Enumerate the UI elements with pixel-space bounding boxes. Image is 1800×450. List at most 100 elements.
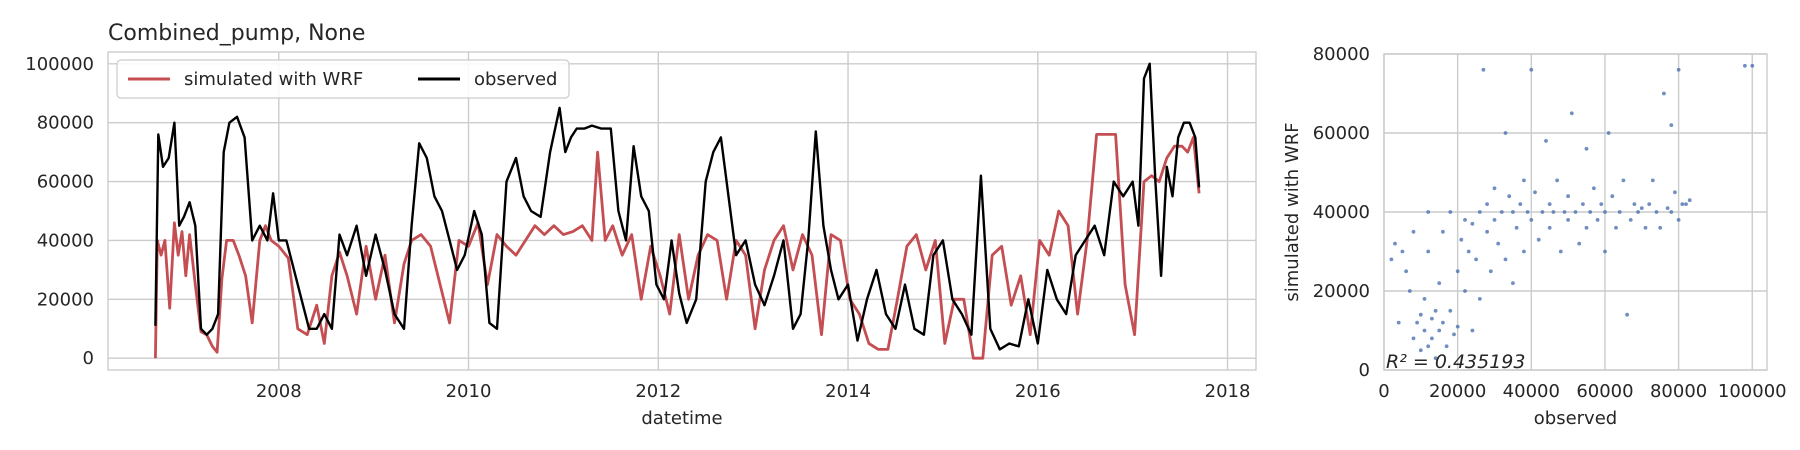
- scatter-point: [1503, 131, 1508, 135]
- scatter-point: [1437, 281, 1442, 285]
- scatter-point: [1599, 202, 1604, 207]
- scatter-point: [1669, 123, 1674, 127]
- legend-label-simulated: simulated with WRF: [184, 69, 363, 90]
- scatter-point: [1584, 146, 1589, 151]
- scatter-point: [1595, 218, 1600, 222]
- scatter-point: [1514, 225, 1519, 230]
- scatter-point: [1662, 91, 1666, 96]
- scatter-point: [1492, 186, 1497, 191]
- grid: [107, 51, 1257, 371]
- scatter-point: [1577, 241, 1582, 246]
- scatter-point: [1676, 67, 1681, 72]
- scatter-point: [1422, 328, 1427, 333]
- scatter-point: [1422, 297, 1427, 301]
- y-tick-label: 60000: [37, 172, 94, 193]
- scatter-point: [1470, 221, 1475, 226]
- series-line-simulated: [154, 133, 1201, 360]
- scatter-point: [1507, 194, 1512, 199]
- x-axis-label: observed: [1534, 408, 1617, 429]
- scatter-point: [1750, 63, 1755, 68]
- scatter-point: [1614, 225, 1618, 230]
- y-tick-label: 0: [1359, 360, 1370, 381]
- scatter-point: [1441, 229, 1445, 234]
- scatter-point: [1418, 312, 1423, 317]
- scatter-point: [1639, 206, 1644, 211]
- scatter-point: [1676, 218, 1681, 222]
- scatter-point: [1529, 67, 1534, 72]
- scatter-point: [1430, 316, 1434, 321]
- scatter-point: [1680, 202, 1685, 207]
- series-line-observed: [154, 62, 1201, 351]
- scatter-point: [1448, 210, 1453, 214]
- scatter-point: [1522, 249, 1526, 254]
- scatter-point: [1551, 210, 1556, 214]
- legend-frame: [116, 59, 570, 99]
- x-tick-label: 0: [1378, 381, 1389, 402]
- legend: simulated with WRF observed: [116, 59, 570, 99]
- x-tick-label: 2012: [635, 381, 681, 402]
- y-tick-label: 40000: [1313, 202, 1370, 223]
- scatter-point: [1625, 312, 1629, 317]
- scatter-chart: 0 20000 40000 60000 80000 100000 0 20000 40000 60…: [1282, 44, 1787, 429]
- scatter-point: [1470, 328, 1475, 333]
- timeseries-chart: Combined_pump, None 2008 2010 2012 2014 2016…: [25, 21, 1257, 429]
- y-tick-label: 40000: [37, 230, 94, 251]
- scatter-point: [1588, 210, 1593, 214]
- scatter-point: [1573, 210, 1578, 214]
- scatter-point: [1418, 348, 1423, 353]
- scatter-point: [1536, 237, 1541, 242]
- scatter-point: [1496, 241, 1501, 246]
- scatter-point: [1455, 324, 1460, 329]
- scatter-point: [1743, 63, 1747, 68]
- scatter-point: [1426, 249, 1431, 254]
- scatter-point: [1477, 297, 1482, 301]
- scatter-point: [1569, 111, 1574, 116]
- scatter-point: [1555, 178, 1559, 183]
- y-tick-label: 100000: [25, 54, 94, 75]
- scatter-point: [1444, 344, 1449, 349]
- x-tick-label: 2008: [256, 381, 302, 402]
- scatter-point: [1643, 225, 1648, 230]
- scatter-point: [1511, 281, 1515, 285]
- x-tick-label: 40000: [1503, 381, 1560, 402]
- r-squared-annotation: R² = 0.435193: [1386, 351, 1525, 373]
- scatter-point: [1400, 249, 1405, 254]
- scatter-point: [1492, 218, 1497, 222]
- scatter-point: [1650, 178, 1655, 183]
- x-tick-label: 100000: [1718, 381, 1787, 402]
- y-tick-label: 20000: [37, 289, 94, 310]
- scatter-point: [1430, 336, 1434, 341]
- scatter-point: [1544, 139, 1548, 143]
- scatter-point: [1610, 194, 1615, 199]
- scatter-point: [1522, 178, 1526, 183]
- scatter-point: [1426, 344, 1431, 349]
- scatter-point: [1525, 210, 1530, 214]
- y-tick-label: 20000: [1313, 281, 1370, 302]
- scatter-point: [1603, 210, 1607, 214]
- scatter-point: [1684, 202, 1688, 207]
- scatter-point: [1606, 131, 1611, 135]
- scatter-point: [1511, 210, 1515, 214]
- scatter-point: [1533, 190, 1537, 195]
- scatter-point: [1459, 237, 1464, 242]
- scatter-point: [1485, 229, 1489, 234]
- scatter-point: [1584, 225, 1589, 230]
- y-axis-label: simulated with WRF: [1282, 122, 1303, 301]
- series-lines: [154, 62, 1201, 360]
- y-tick-label: 60000: [1313, 123, 1370, 144]
- scatter-point: [1396, 320, 1401, 325]
- tick-labels: 2008 2010 2012 2014 2016 2018 0 20000 40000 60000…: [25, 54, 1250, 402]
- scatter-point: [1455, 269, 1460, 274]
- scatter-point: [1499, 210, 1504, 214]
- scatter-point: [1636, 210, 1640, 214]
- scatter-point: [1529, 218, 1534, 222]
- scatter-point: [1433, 308, 1438, 313]
- x-tick-label: 20000: [1429, 381, 1486, 402]
- scatter-point: [1404, 269, 1408, 274]
- scatter-point: [1518, 202, 1523, 207]
- scatter-point: [1669, 210, 1674, 214]
- x-axis-label: datetime: [641, 408, 722, 429]
- scatter-point: [1654, 210, 1659, 214]
- scatter-point: [1477, 210, 1482, 214]
